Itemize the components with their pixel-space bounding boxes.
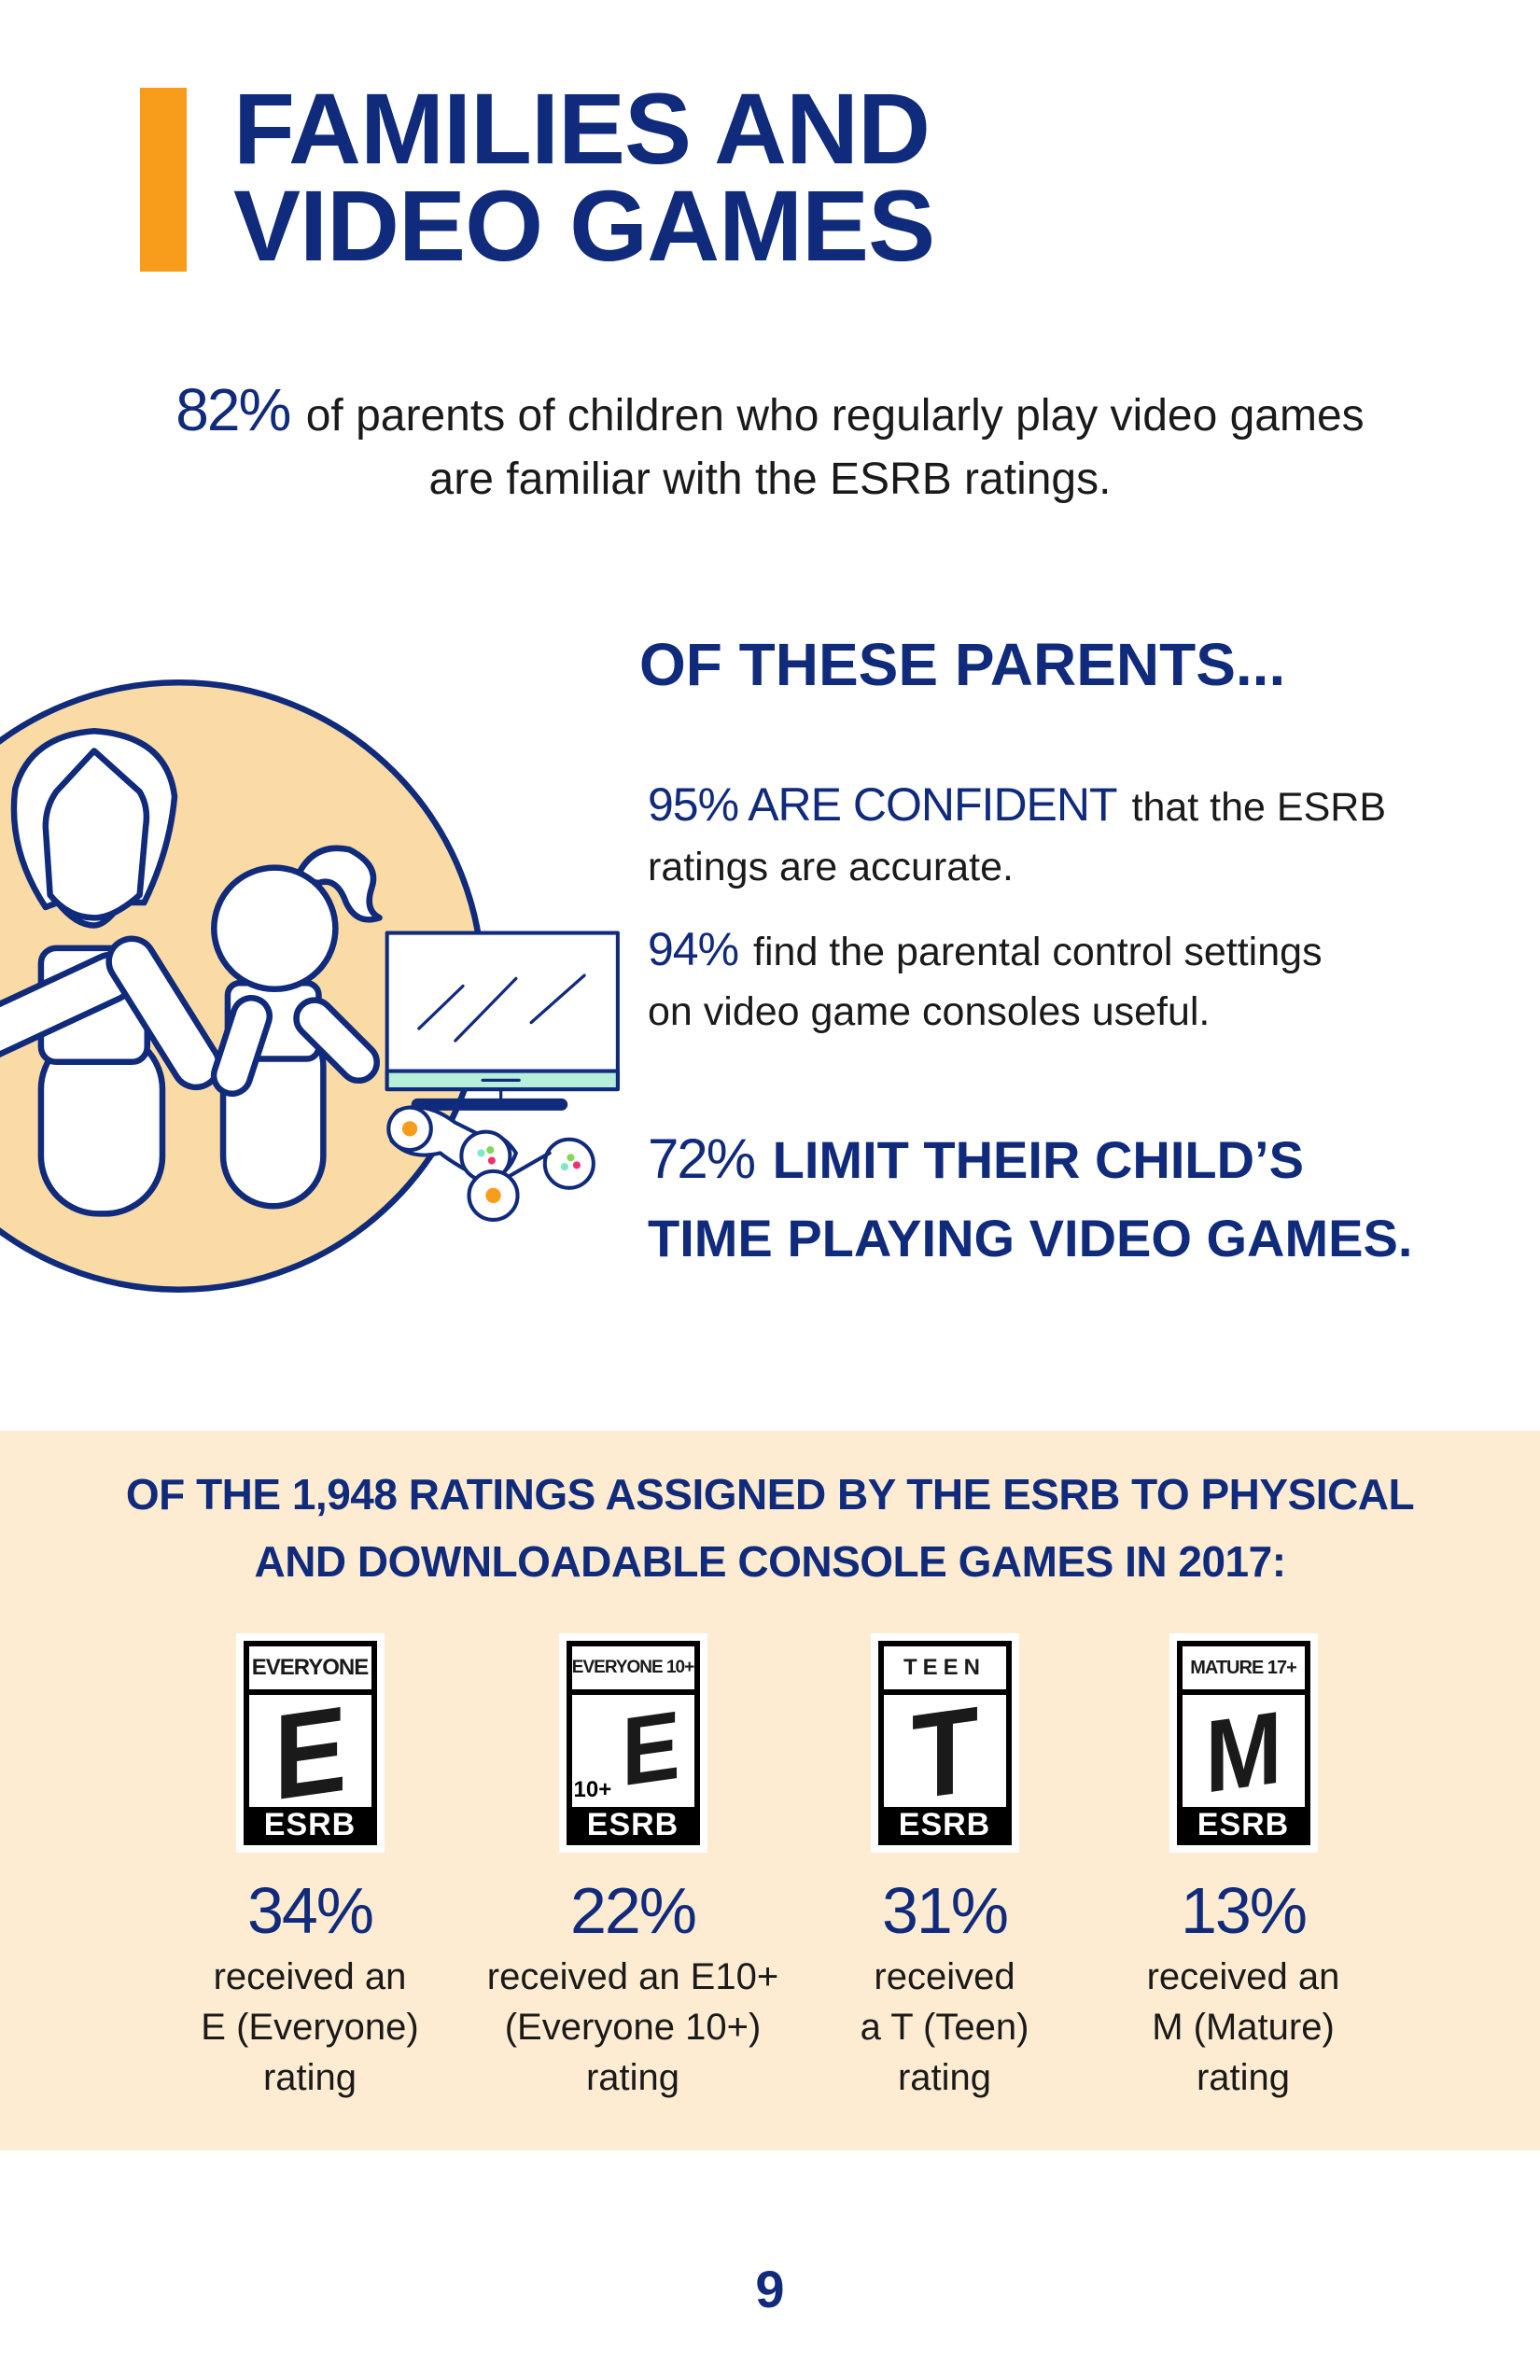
ratings-heading-line-2: AND DOWNLOADABLE CONSOLE GAMES IN 2017: [254, 1537, 1286, 1586]
logo-label: EVERYONE [248, 1646, 371, 1689]
confidence-text-1: that the ESRB [1120, 785, 1387, 830]
rating-everyone-10: EVERYONE 10+ E 10+ ESRB 22% received an E… [474, 1633, 791, 2103]
logo-brand: ESRB [898, 1807, 991, 1842]
rating-description: received an E10+ (Everyone 10+) rating [474, 1952, 791, 2103]
desc-line: received an [1146, 1956, 1340, 1997]
parental-controls-text-2: on video game consoles useful. [648, 989, 1211, 1034]
title-line-1: FAMILIES AND [233, 72, 931, 185]
desc-line: rating [585, 2057, 680, 2098]
intro-percent: 82% [175, 376, 291, 443]
logo-brand: ESRB [586, 1807, 679, 1842]
monitor-icon [385, 931, 620, 1111]
parental-controls-stat: 94% find the parental control settings o… [648, 919, 1323, 1042]
rating-percent: 22% [569, 1874, 697, 1947]
logo-label: EVERYONE 10+ [571, 1646, 694, 1689]
page-title: FAMILIES AND VIDEO GAMES [233, 72, 935, 282]
confidence-stat: 95% ARE CONFIDENT that the ESRB ratings … [648, 775, 1386, 897]
desc-line: (Everyone 10+) [504, 2007, 762, 2048]
adult-figure [0, 728, 222, 1217]
intro-text-2: are familiar with the ESRB ratings. [428, 455, 1112, 504]
desc-line: received an E10+ [486, 1956, 779, 1997]
game-controller-icons [386, 1105, 595, 1222]
rating-percent: 31% [881, 1874, 1009, 1947]
title-line-2: VIDEO GAMES [233, 169, 935, 282]
accent-bar [140, 88, 187, 272]
time-limit-percent: 72% [648, 1127, 756, 1190]
desc-line: M (Mature) [1152, 2007, 1335, 2048]
esrb-e10-logo: EVERYONE 10+ E 10+ ESRB [558, 1633, 707, 1853]
time-limit-stat: 72% LIMIT THEIR CHILD’S TIME PLAYING VID… [648, 1120, 1412, 1278]
desc-line: E (Everyone) [201, 2007, 419, 2048]
desc-line: received an [213, 1956, 407, 1997]
rating-percent: 13% [1180, 1874, 1308, 1947]
logo-letter: T [911, 1695, 978, 1807]
rating-percent: 34% [246, 1874, 374, 1947]
intro-stat: 82% of parents of children who regularly… [0, 378, 1540, 511]
esrb-t-logo: TEEN T ESRB [870, 1633, 1019, 1853]
child-figure [210, 845, 383, 1210]
desc-line: rating [262, 2057, 357, 2098]
intro-text-1: of parents of children who regularly pla… [293, 391, 1365, 441]
rating-description: received an E (Everyone) rating [151, 1952, 469, 2103]
page-number: 9 [755, 2260, 785, 2318]
logo-label: MATURE 17+ [1182, 1646, 1305, 1689]
rating-description: received a T (Teen) rating [786, 1952, 1103, 2103]
logo-label: TEEN [883, 1646, 1006, 1689]
desc-line: rating [1196, 2057, 1291, 2098]
logo-brand: ESRB [1197, 1807, 1290, 1842]
esrb-m-logo: MATURE 17+ M ESRB [1169, 1633, 1318, 1853]
parents-heading: OF THESE PARENTS... [639, 631, 1286, 698]
parental-controls-text-1: find the parental control settings [742, 930, 1323, 974]
logo-age: 10+ [573, 1777, 612, 1802]
rating-teen: TEEN T ESRB 31% received a T (Teen) rati… [786, 1633, 1103, 2103]
desc-line: a T (Teen) [860, 2007, 1029, 2048]
esrb-e-logo: EVERYONE E ESRB [235, 1633, 385, 1853]
ratings-heading: OF THE 1,948 RATINGS ASSIGNED BY THE ESR… [0, 1461, 1540, 1595]
logo-letter: E [273, 1695, 347, 1807]
parental-controls-percent: 94% [648, 923, 739, 975]
time-limit-text-2: TIME PLAYING VIDEO GAMES. [648, 1209, 1413, 1267]
confidence-percent: 95% ARE CONFIDENT [648, 778, 1118, 831]
confidence-text-2: ratings are accurate. [648, 845, 1014, 889]
rating-everyone: EVERYONE E ESRB 34% received an E (Every… [151, 1633, 469, 2103]
rating-description: received an M (Mature) rating [1085, 1952, 1402, 2103]
logo-letter: M [1204, 1695, 1282, 1807]
logo-letter: E [621, 1695, 680, 1807]
desc-line: rating [897, 2057, 992, 2098]
time-limit-text-1: LIMIT THEIR CHILD’S [758, 1130, 1304, 1189]
logo-brand: ESRB [263, 1807, 357, 1842]
ratings-heading-line-1: OF THE 1,948 RATINGS ASSIGNED BY THE ESR… [125, 1470, 1415, 1519]
desc-line: received [874, 1956, 1015, 1997]
family-gaming-illustration [0, 679, 620, 1293]
rating-mature: MATURE 17+ M ESRB 13% received an M (Mat… [1085, 1633, 1402, 2103]
